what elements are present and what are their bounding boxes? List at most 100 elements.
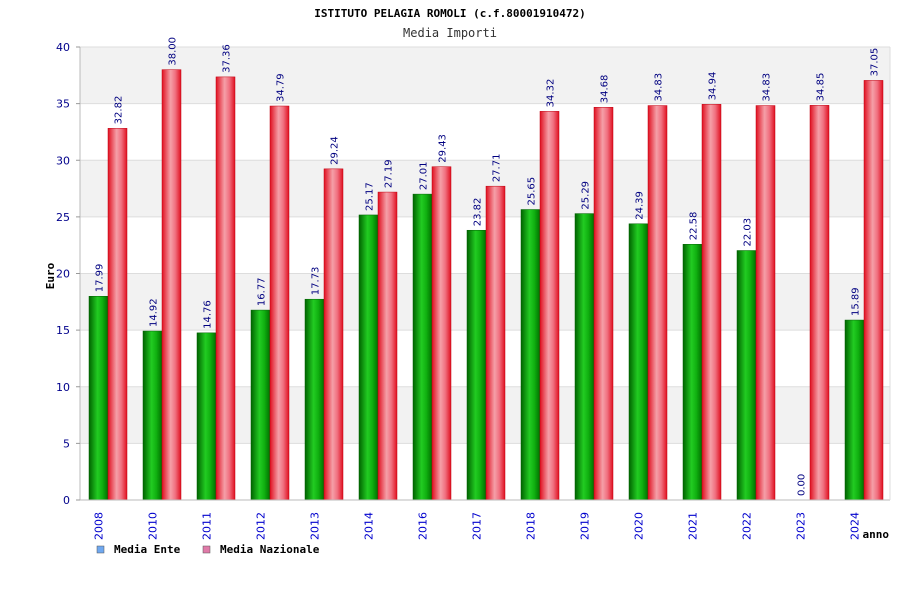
legend-swatch: [202, 545, 211, 554]
value-label: 22.03: [743, 218, 754, 247]
value-label: 34.83: [762, 73, 773, 102]
bar-media-nazionale-2020: [647, 105, 668, 501]
value-label: 23.82: [473, 198, 484, 227]
legend-label: Media Nazionale: [220, 543, 320, 556]
x-tick-label: 2014: [363, 512, 376, 540]
bar-media-ente-2017: [466, 229, 487, 501]
value-label: 17.73: [311, 267, 322, 296]
value-label: 34.94: [708, 72, 719, 101]
bar-media-ente-2020: [628, 223, 649, 501]
value-label: 25.17: [365, 182, 376, 211]
value-label: 34.83: [654, 73, 665, 102]
plot-band: [80, 47, 890, 104]
y-tick-labels: 0 5 10 15 20 25 30 35 40: [56, 41, 80, 507]
value-label: 17.99: [95, 264, 106, 293]
x-tick-label: 2021: [687, 512, 700, 540]
y-tick-label: 15: [56, 324, 70, 337]
value-label: 27.19: [384, 159, 395, 188]
bar-media-ente-2010: [142, 330, 163, 501]
bar-media-nazionale-2022: [755, 105, 776, 501]
chart-title: ISTITUTO PELAGIA ROMOLI (c.f.80001910472…: [314, 7, 586, 20]
bar-media-nazionale-2012: [269, 105, 290, 501]
y-tick-label: 25: [56, 211, 70, 224]
legend-label: Media Ente: [114, 543, 181, 556]
x-tick-label: 2019: [579, 512, 592, 540]
value-label: 34.79: [276, 73, 287, 102]
bar-media-nazionale-2008: [107, 128, 128, 501]
value-label: 32.82: [114, 96, 125, 125]
value-label: 34.32: [546, 79, 557, 108]
bar-media-nazionale-2024: [863, 80, 884, 501]
y-tick-label: 30: [56, 154, 70, 167]
bar-media-nazionale-2023: [809, 105, 830, 501]
plot-band: [80, 160, 890, 217]
bar-media-ente-2012: [250, 309, 271, 501]
y-tick-label: 0: [63, 494, 70, 507]
bar-media-ente-2011: [196, 332, 217, 501]
x-tick-label: 2020: [633, 512, 646, 540]
bar-media-nazionale-2010: [161, 69, 182, 501]
x-tick-labels: 2008 2010 2011 2012 2013 2014 2016 2017 2018 2019…: [93, 512, 862, 540]
x-tick-label: 2010: [147, 512, 160, 540]
value-label: 27.71: [492, 154, 503, 183]
bar-media-ente-2024: [844, 319, 865, 501]
x-tick-label: 2022: [741, 512, 754, 540]
y-tick-label: 5: [63, 437, 70, 450]
x-tick-label: 2013: [309, 512, 322, 540]
bar-media-nazionale-2021: [701, 104, 722, 501]
value-labels: 17.99 32.82 14.92 38.00 14.76 37.36 16.77 34.79…: [95, 37, 881, 496]
value-label: 24.39: [635, 191, 646, 220]
bar-media-ente-2021: [682, 244, 703, 501]
x-tick-label: 2017: [471, 512, 484, 540]
value-label: 27.01: [419, 161, 430, 190]
bar-media-nazionale-2017: [485, 185, 506, 501]
bar-media-nazionale-2013: [323, 168, 344, 501]
value-label: 37.36: [222, 44, 233, 73]
x-tick-label: 2011: [201, 512, 214, 540]
y-tick-label: 40: [56, 41, 70, 54]
x-tick-label: 2012: [255, 512, 268, 540]
value-label: 38.00: [168, 37, 179, 66]
bar-media-nazionale-2011: [215, 76, 236, 501]
y-axis-label: Euro: [44, 262, 57, 289]
value-label: 25.29: [581, 181, 592, 210]
value-label: 37.05: [870, 48, 881, 77]
x-tick-label: 2023: [795, 512, 808, 540]
y-tick-label: 35: [56, 98, 70, 111]
bar-media-nazionale-2018: [539, 111, 560, 501]
bar-media-nazionale-2014: [377, 191, 398, 501]
value-label: 16.77: [257, 277, 268, 306]
legend-swatch: [96, 545, 105, 554]
legend: Media Ente Media Nazionale: [96, 543, 320, 556]
y-tick-label: 10: [56, 381, 70, 394]
value-label: 25.65: [527, 177, 538, 206]
x-tick-label: 2018: [525, 512, 538, 540]
chart-subtitle: Media Importi: [403, 26, 497, 40]
x-axis-label: anno: [863, 528, 890, 541]
bar-media-ente-2022: [736, 250, 757, 501]
bar-media-ente-2016: [412, 193, 433, 501]
bar-media-nazionale-2016: [431, 166, 452, 501]
bar-media-ente-2018: [520, 209, 541, 501]
bar-media-ente-2014: [358, 214, 379, 501]
value-label: 15.89: [851, 287, 862, 316]
x-tick-label: 2008: [93, 512, 106, 540]
value-label: 29.24: [330, 136, 341, 165]
plot-band: [80, 103, 890, 161]
bar-media-ente-2019: [574, 213, 595, 501]
x-tick-label: 2016: [417, 512, 430, 540]
value-label: 34.85: [816, 73, 827, 102]
bar-media-ente-2008: [88, 296, 109, 501]
y-tick-label: 20: [56, 268, 70, 281]
value-label: 14.92: [149, 298, 160, 327]
value-label: 29.43: [438, 134, 449, 163]
x-tick-label: 2024: [849, 512, 862, 540]
value-label: 0.00: [797, 474, 808, 496]
bar-media-ente-2013: [304, 298, 325, 501]
value-label: 34.68: [600, 75, 611, 104]
bars: [88, 69, 884, 501]
value-label: 22.58: [689, 212, 700, 241]
bar-media-nazionale-2019: [593, 106, 614, 501]
value-label: 14.76: [203, 300, 214, 329]
